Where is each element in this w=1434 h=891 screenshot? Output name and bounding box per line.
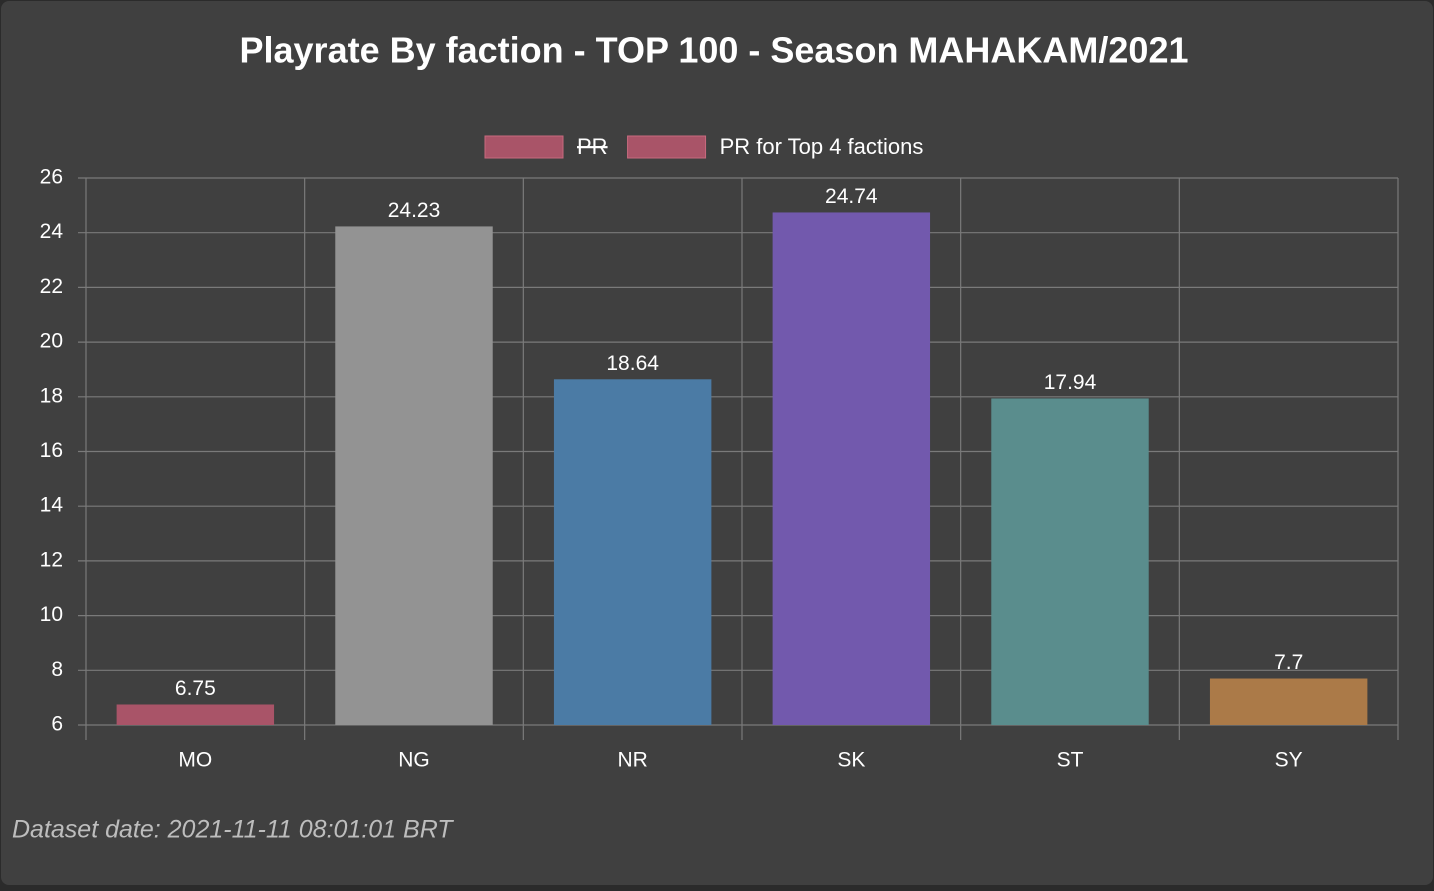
x-tick-label: NR	[617, 749, 647, 772]
bar	[991, 398, 1149, 725]
x-tick-label: SY	[1275, 749, 1303, 772]
y-tick-label: 22	[40, 275, 63, 298]
bar	[553, 379, 712, 725]
y-tick-label: 12	[40, 548, 63, 571]
footnote: Dataset date: 2021-11-11 08:01:01 BRT	[12, 816, 454, 844]
y-tick-label: 16	[40, 439, 63, 462]
legend-swatch	[484, 135, 564, 159]
data-label: 6.75	[175, 677, 216, 700]
data-label: 7.7	[1274, 651, 1303, 674]
data-label: 24.23	[388, 199, 441, 222]
y-tick-label: 8	[51, 658, 63, 681]
x-tick-label: NG	[398, 749, 430, 772]
y-tick-label: 10	[40, 603, 63, 626]
data-label: 17.94	[1044, 371, 1097, 394]
y-tick-label: 24	[40, 220, 64, 243]
legend-label: PR	[577, 134, 608, 159]
data-label: 18.64	[606, 352, 659, 375]
bar	[335, 226, 493, 726]
x-tick-label: ST	[1057, 749, 1084, 772]
y-tick-label: 18	[40, 384, 63, 407]
bar	[116, 704, 275, 725]
legend-label: PR for Top 4 factions	[720, 134, 924, 159]
y-tick-label: 6	[51, 713, 63, 736]
y-tick-label: 14	[40, 494, 64, 517]
bar	[1209, 678, 1368, 725]
chart-title: Playrate By faction - TOP 100 - Season M…	[240, 30, 1189, 71]
x-tick-label: SK	[837, 749, 865, 772]
bar	[772, 212, 931, 725]
y-tick-label: 26	[40, 166, 63, 189]
y-tick-label: 20	[40, 330, 63, 353]
data-label: 24.74	[825, 185, 878, 208]
legend-swatch	[627, 135, 707, 159]
x-tick-label: MO	[178, 749, 212, 772]
